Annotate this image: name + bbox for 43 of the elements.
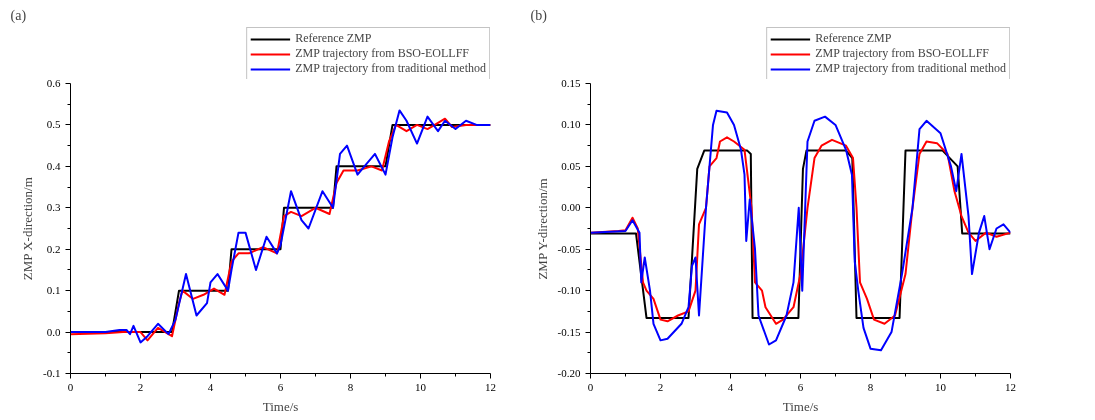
y-axis-title: ZMP Y-direction/m — [534, 178, 550, 280]
line-series — [590, 109, 1011, 352]
x-axis-title: Time/s — [782, 398, 819, 414]
legend-label: ZMP trajectory from traditional method — [295, 61, 486, 76]
y-tick-label: -0.05 — [557, 242, 581, 255]
x-tick-label: 8 — [347, 380, 354, 393]
text: (b) — [530, 7, 548, 24]
y-tick-label: -0.1 — [43, 367, 61, 379]
legend-label: ZMP trajectory from BSO-EOLLFF — [295, 46, 470, 61]
x-tick-label: 8 — [867, 380, 874, 393]
y-tick-label: -0.10 — [557, 284, 581, 297]
y-tick-label: 0.2 — [46, 242, 61, 255]
text: (a) — [10, 7, 27, 24]
x-tick-label: 4 — [207, 380, 214, 393]
y-tick-label: -0.20 — [557, 367, 581, 379]
x-tick-label: 2 — [137, 380, 144, 393]
x-axis-title: Time/s — [262, 398, 299, 414]
x-tick-label: 10 — [415, 380, 427, 393]
y-tick-label: 0.3 — [46, 201, 61, 214]
y-tick-label: 0.10 — [561, 118, 581, 131]
y-tick-label: 0.0 — [46, 325, 61, 338]
y-tick-label: 0.15 — [561, 77, 581, 89]
legend-label: ZMP trajectory from BSO-EOLLFF — [815, 46, 990, 61]
x-tick-label: 0 — [67, 380, 74, 393]
x-tick-label: 12 — [485, 380, 496, 393]
y-tick-label: 0.5 — [46, 118, 61, 131]
y-tick-label: -0.15 — [557, 325, 581, 338]
x-tick-label: 6 — [797, 380, 804, 393]
legend-label: ZMP trajectory from traditional method — [815, 61, 1006, 76]
x-tick-label: 0 — [587, 380, 594, 393]
x-tick-label: 2 — [657, 380, 664, 393]
legend-label: Reference ZMP — [815, 31, 892, 46]
y-tick-label: 0.1 — [46, 284, 61, 297]
x-tick-label: 4 — [727, 380, 734, 393]
legend-label: Reference ZMP — [295, 31, 372, 46]
x-tick-label: 10 — [935, 380, 947, 393]
y-tick-label: 0.00 — [561, 201, 581, 214]
x-tick-label: 12 — [1005, 380, 1016, 393]
y-tick-label: 0.6 — [46, 77, 61, 89]
y-tick-label: 0.05 — [561, 159, 581, 172]
y-tick-label: 0.4 — [46, 159, 61, 172]
y-axis-title: ZMP X-direction/m — [20, 177, 36, 281]
x-tick-label: 6 — [277, 380, 284, 393]
